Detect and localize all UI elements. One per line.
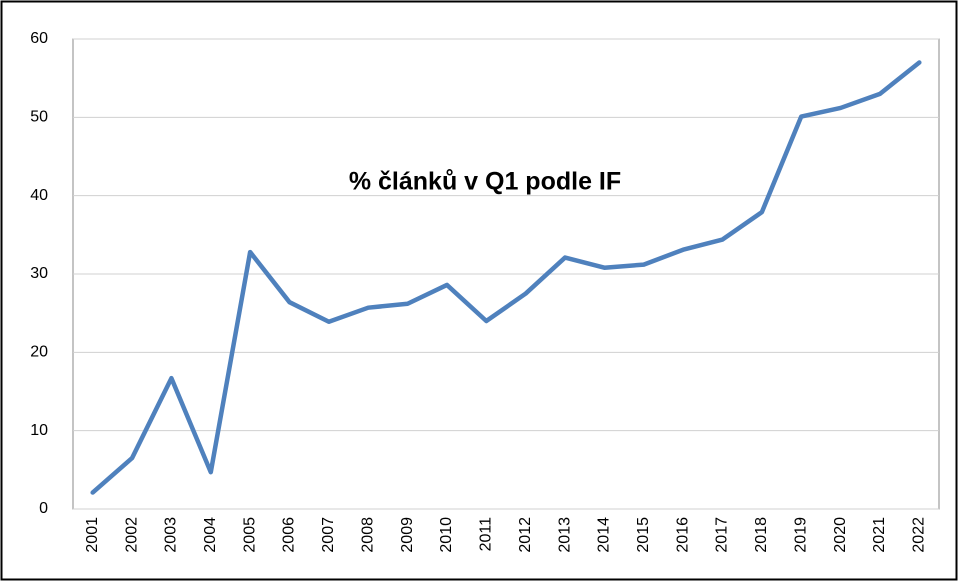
x-tick-label: 2018 xyxy=(753,517,770,553)
x-tick-label: 2012 xyxy=(517,517,534,553)
y-tick-label: 30 xyxy=(30,265,48,282)
y-tick-label: 40 xyxy=(30,187,48,204)
x-tick-label: 2001 xyxy=(84,517,101,553)
y-tick-label: 20 xyxy=(30,344,48,361)
x-tick-label: 2017 xyxy=(714,517,731,553)
x-tick-label: 2007 xyxy=(320,517,337,553)
x-tick-label: 2014 xyxy=(596,517,613,553)
x-tick-label: 2005 xyxy=(241,517,258,553)
x-tick-label: 2002 xyxy=(123,517,140,553)
x-tick-label: 2009 xyxy=(399,517,416,553)
x-tick-label: 2020 xyxy=(832,517,849,553)
y-tick-label: 10 xyxy=(30,422,48,439)
x-tick-label: 2019 xyxy=(792,517,809,553)
y-tick-label: 60 xyxy=(30,30,48,47)
x-tick-label: 2010 xyxy=(438,517,455,553)
x-tick-label: 2006 xyxy=(281,517,298,553)
y-tick-label: 50 xyxy=(30,109,48,126)
x-tick-label: 2004 xyxy=(202,517,219,553)
x-tick-label: 2011 xyxy=(478,517,495,552)
chart-title: % článků v Q1 podle IF xyxy=(349,168,621,196)
x-tick-label: 2008 xyxy=(359,517,376,553)
x-tick-label: 2021 xyxy=(871,517,888,553)
y-tick-label: 0 xyxy=(39,500,48,517)
x-tick-label: 2022 xyxy=(911,517,928,553)
x-tick-label: 2016 xyxy=(674,517,691,553)
x-tick-label: 2015 xyxy=(635,517,652,553)
line-series xyxy=(90,60,922,495)
x-tick-label: 2013 xyxy=(556,517,573,553)
x-tick-label: 2003 xyxy=(163,517,180,553)
